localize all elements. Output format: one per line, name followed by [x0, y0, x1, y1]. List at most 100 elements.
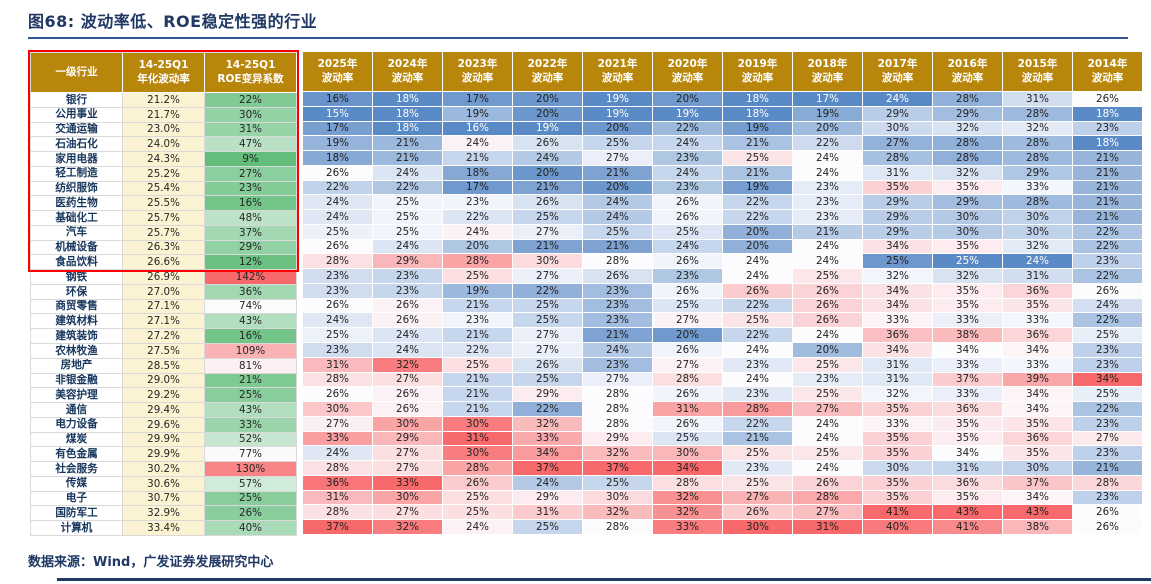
volatility-cell: 19% [723, 121, 793, 137]
volatility-cell: 27% [653, 313, 723, 329]
industry-row: 国防军工 32.9% 26% [31, 506, 297, 522]
roe-cv-cell: 37% [205, 225, 297, 241]
volatility-cell: 29% [863, 210, 933, 225]
volatility-cell: 28% [303, 254, 373, 270]
heatmap-row: 28% 27% 21% 25% 27% 28% 24% 23% 31% 37% 39% 34% [303, 372, 1143, 388]
volatility-cell: 26% [443, 475, 513, 491]
volatility-cell: 34% [1073, 372, 1143, 388]
volatility-cell: 22% [1073, 269, 1143, 284]
heatmap-row: 23% 23% 25% 27% 26% 23% 24% 25% 32% 32% 31% 22% [303, 269, 1143, 284]
volatility-cell: 21% [443, 372, 513, 388]
volatility-cell: 28% [1073, 475, 1143, 491]
vol-summary-cell: 23.0% [123, 122, 205, 138]
volatility-cell: 24% [793, 165, 863, 181]
volatility-cell: 36% [303, 475, 373, 491]
volatility-cell: 32% [933, 165, 1003, 181]
volatility-cell: 22% [1073, 239, 1143, 255]
table-area: 一级行业 14-25Q1 年化波动率 14-25Q1 ROE变异系数 银行 21.2% 22%… [28, 50, 1143, 536]
volatility-cell: 21% [443, 151, 513, 166]
heatmap-row: 22% 22% 17% 21% 20% 23% 19% 23% 35% 35% 33% 21% [303, 180, 1143, 196]
volatility-cell: 33% [513, 431, 583, 447]
industry-name: 国防军工 [31, 506, 123, 522]
volatility-cell: 30% [863, 461, 933, 476]
volatility-cell: 20% [723, 239, 793, 255]
volatility-cell: 32% [513, 416, 583, 432]
industry-row: 房地产 28.5% 81% [31, 358, 297, 374]
vol-summary-cell: 21.2% [123, 93, 205, 108]
volatility-cell: 15% [303, 106, 373, 122]
volatility-cell: 36% [1003, 283, 1073, 299]
volatility-cell: 19% [443, 283, 513, 299]
heatmap-row: 16% 18% 17% 20% 19% 20% 18% 17% 24% 28% 31% 26% [303, 92, 1143, 107]
volatility-cell: 25% [513, 298, 583, 314]
roe-cv-cell: 30% [205, 107, 297, 123]
volatility-cell: 20% [443, 239, 513, 255]
volatility-cell: 19% [583, 106, 653, 122]
heatmap-row: 24% 26% 23% 25% 23% 27% 25% 26% 33% 33% 33% 22% [303, 313, 1143, 329]
heatmap-row: 31% 32% 25% 26% 23% 27% 23% 25% 31% 33% 33% 23% [303, 357, 1143, 373]
volatility-cell: 24% [443, 224, 513, 240]
volatility-cell: 21% [1073, 151, 1143, 166]
volatility-cell: 23% [443, 195, 513, 211]
volatility-cell: 27% [583, 151, 653, 166]
volatility-cell: 18% [373, 106, 443, 122]
volatility-cell: 25% [723, 475, 793, 491]
volatility-cell: 32% [933, 121, 1003, 137]
volatility-cell: 23% [373, 269, 443, 284]
volatility-cell: 19% [583, 92, 653, 107]
volatility-cell: 33% [1003, 313, 1073, 329]
volatility-cell: 23% [1073, 357, 1143, 373]
volatility-cell: 26% [373, 298, 443, 314]
volatility-cell: 24% [793, 461, 863, 476]
volatility-cell: 24% [723, 269, 793, 284]
industry-name: 电力设备 [31, 417, 123, 433]
volatility-cell: 20% [793, 343, 863, 358]
volatility-cell: 18% [303, 151, 373, 166]
vol-summary-cell: 32.9% [123, 506, 205, 522]
heatmap-row: 37% 32% 24% 25% 28% 33% 30% 31% 40% 41% 38% 26% [303, 520, 1143, 535]
volatility-cell: 41% [933, 520, 1003, 535]
volatility-cell: 21% [583, 239, 653, 255]
volatility-cell: 23% [303, 343, 373, 358]
volatility-cell: 27% [513, 343, 583, 358]
volatility-cell: 22% [1073, 224, 1143, 240]
heatmap-row: 18% 21% 21% 24% 27% 23% 25% 24% 28% 28% 28% 21% [303, 151, 1143, 166]
vol-summary-cell: 21.7% [123, 107, 205, 123]
volatility-cell: 30% [653, 446, 723, 462]
volatility-cell: 25% [723, 151, 793, 166]
volatility-cell: 25% [513, 210, 583, 225]
vol-summary-cell: 25.4% [123, 181, 205, 197]
volatility-cell: 17% [443, 92, 513, 107]
volatility-cell: 33% [303, 431, 373, 447]
year-column-header: 2018年 波动率 [793, 52, 863, 92]
industry-name: 家用电器 [31, 152, 123, 167]
volatility-cell: 21% [513, 239, 583, 255]
volatility-cell: 28% [303, 505, 373, 521]
volatility-cell: 34% [1003, 490, 1073, 506]
volatility-cell: 20% [793, 121, 863, 137]
industry-row: 机械设备 26.3% 29% [31, 240, 297, 256]
volatility-cell: 28% [1003, 195, 1073, 211]
volatility-cell: 25% [653, 431, 723, 447]
heatmap-row: 26% 26% 21% 25% 23% 25% 22% 26% 34% 35% 35% 24% [303, 298, 1143, 314]
industry-row: 社会服务 30.2% 130% [31, 462, 297, 477]
volatility-cell: 32% [1003, 121, 1073, 137]
industry-row: 煤炭 29.9% 52% [31, 432, 297, 448]
volatility-cell: 26% [793, 298, 863, 314]
volatility-cell: 37% [583, 461, 653, 476]
volatility-cell: 22% [373, 180, 443, 196]
volatility-cell: 26% [1073, 520, 1143, 535]
volatility-cell: 24% [793, 328, 863, 344]
volatility-cell: 28% [583, 520, 653, 535]
volatility-cell: 26% [653, 283, 723, 299]
volatility-cell: 24% [443, 136, 513, 152]
volatility-cell: 27% [373, 372, 443, 388]
heatmap-row: 26% 24% 20% 21% 21% 24% 20% 24% 34% 35% 32% 22% [303, 239, 1143, 255]
volatility-cell: 25% [443, 357, 513, 373]
volatility-cell: 27% [513, 269, 583, 284]
volatility-cell: 20% [513, 92, 583, 107]
volatility-cell: 32% [373, 520, 443, 535]
volatility-cell: 25% [583, 136, 653, 152]
industry-row: 石油石化 24.0% 47% [31, 137, 297, 153]
industry-row: 纺织服饰 25.4% 23% [31, 181, 297, 197]
